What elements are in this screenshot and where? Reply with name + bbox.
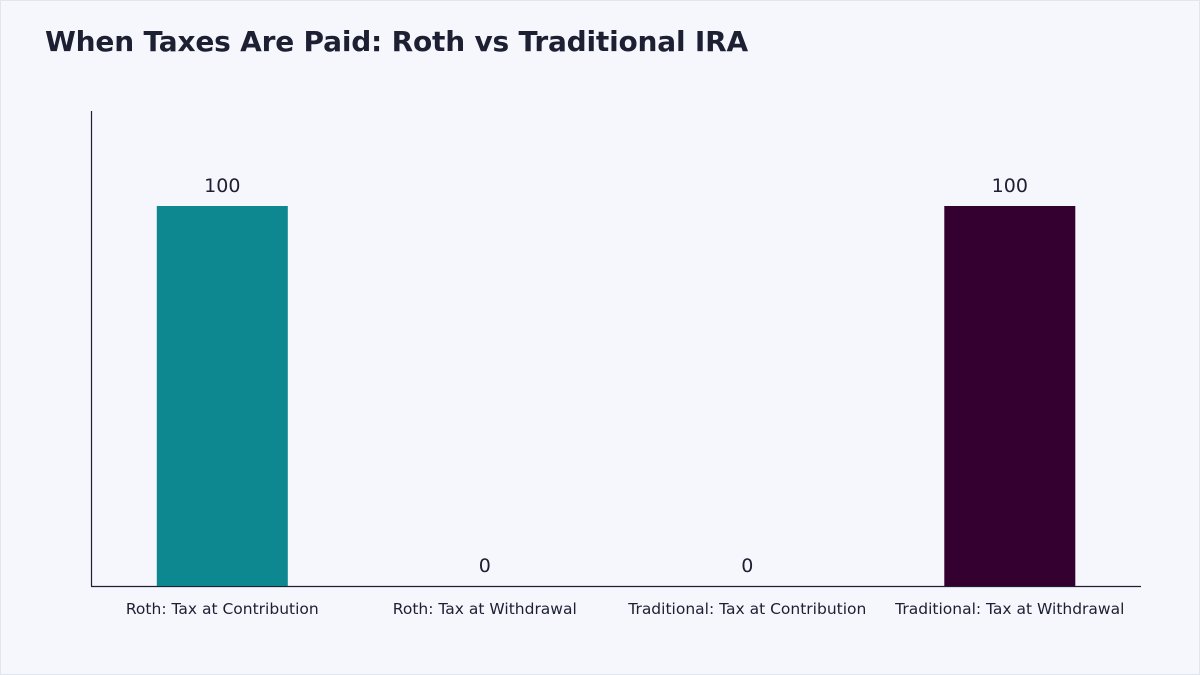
value-labels-group: 100 0 0 100	[204, 175, 1028, 577]
bars-group	[156, 206, 1076, 586]
value-label-2: 0	[479, 555, 491, 577]
bar-1	[156, 206, 288, 586]
x-tick-label-1: Roth: Tax at Contribution	[126, 600, 319, 618]
chart-title: When Taxes Are Paid: Roth vs Traditional…	[45, 25, 748, 58]
value-label-4: 100	[992, 175, 1028, 197]
x-tick-label-3: Traditional: Tax at Contribution	[627, 600, 866, 618]
value-label-1: 100	[204, 175, 240, 197]
value-label-3: 0	[741, 555, 753, 577]
x-tick-label-2: Roth: Tax at Withdrawal	[393, 600, 577, 618]
tick-labels-group: Roth: Tax at Contribution Roth: Tax at Wi…	[126, 600, 1125, 618]
x-tick-label-4: Traditional: Tax at Withdrawal	[894, 600, 1124, 618]
bar-4	[944, 206, 1076, 586]
